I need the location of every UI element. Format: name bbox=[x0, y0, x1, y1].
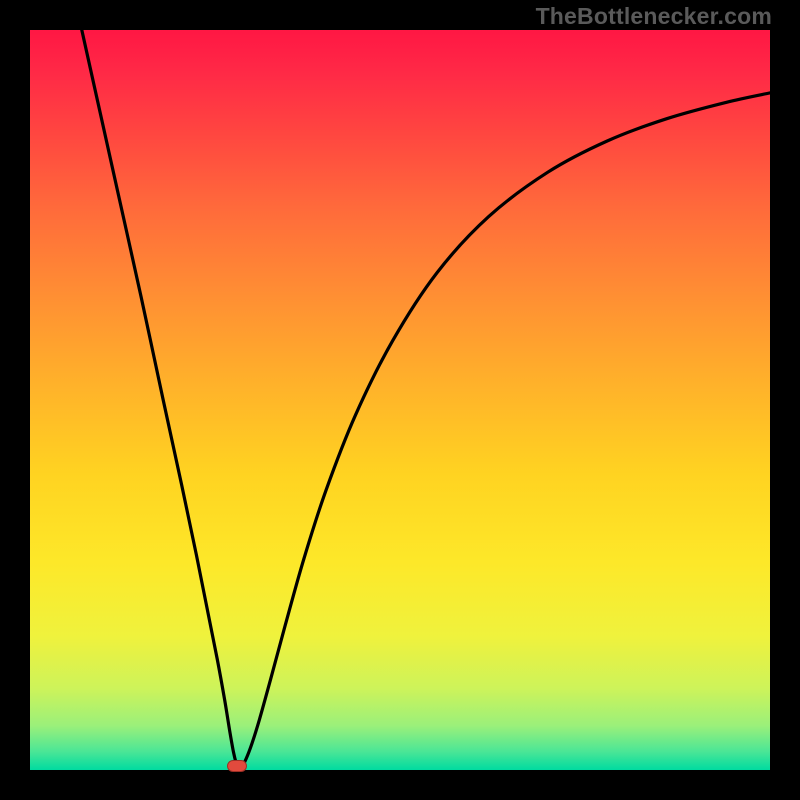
plot-area bbox=[30, 30, 770, 770]
chart-container: TheBottlenecker.com bbox=[0, 0, 800, 800]
watermark-text: TheBottlenecker.com bbox=[536, 3, 772, 30]
curve-layer bbox=[30, 30, 770, 770]
minimum-marker bbox=[227, 760, 247, 772]
bottleneck-curve bbox=[82, 30, 770, 769]
watermark-label: TheBottlenecker.com bbox=[536, 3, 772, 29]
